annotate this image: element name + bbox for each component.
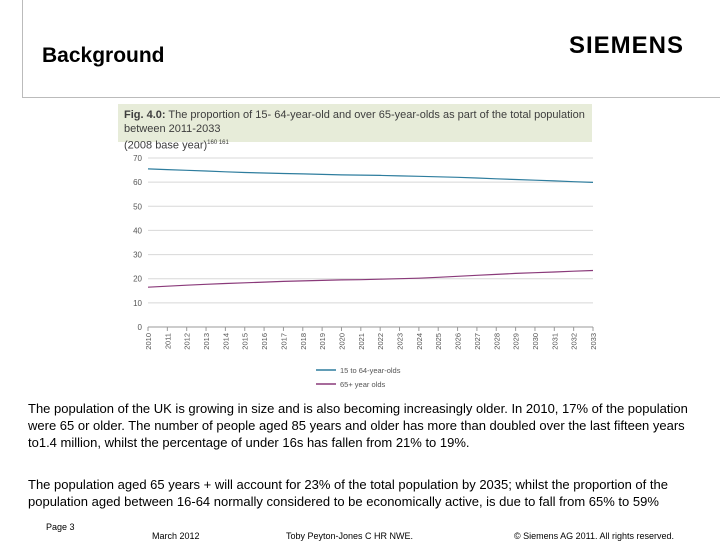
x-tick-label: 2011 bbox=[163, 333, 172, 349]
y-tick-label: 20 bbox=[133, 275, 142, 284]
x-tick-label: 2014 bbox=[221, 333, 230, 350]
x-tick-label: 2023 bbox=[396, 333, 405, 350]
y-tick-label: 10 bbox=[133, 299, 142, 308]
y-tick-label: 60 bbox=[133, 178, 142, 187]
paragraph-1: The population of the UK is growing in s… bbox=[28, 401, 688, 450]
x-tick-label: 2026 bbox=[454, 333, 463, 350]
slide-title: Background bbox=[42, 44, 165, 67]
x-tick-label: 2029 bbox=[512, 333, 521, 350]
x-tick-label: 2032 bbox=[570, 333, 579, 350]
chart-subtitle-ref: 160 161 bbox=[207, 140, 229, 146]
x-tick-label: 2025 bbox=[434, 333, 443, 350]
series-line-15-64 bbox=[147, 168, 594, 183]
figure-number: Fig. 4.0: bbox=[124, 109, 166, 121]
x-tick-label: 2012 bbox=[183, 333, 192, 350]
x-tick-label: 2028 bbox=[492, 333, 501, 350]
chart-header: Fig. 4.0: The proportion of 15- 64-year-… bbox=[118, 104, 592, 152]
x-tick-label: 2030 bbox=[531, 333, 540, 350]
x-tick-label: 2027 bbox=[473, 333, 482, 350]
page-label: Page 3 bbox=[46, 522, 75, 532]
y-tick-label: 30 bbox=[133, 251, 142, 260]
chart-title: The proportion of 15- 64-year-old and ov… bbox=[124, 109, 585, 135]
footer-copyright: © Siemens AG 2011. All rights reserved. bbox=[514, 531, 675, 541]
siemens-logo: SIEMENS bbox=[569, 32, 685, 59]
x-tick-label: 2013 bbox=[202, 333, 211, 350]
x-tick-label: 2024 bbox=[415, 333, 424, 350]
footer-author: Toby Peyton-Jones C HR NWE. bbox=[286, 531, 414, 541]
y-tick-label: 0 bbox=[138, 323, 143, 332]
legend-label: 65+ year olds bbox=[340, 380, 385, 389]
y-tick-label: 70 bbox=[133, 154, 142, 163]
chart-figure: Fig. 4.0: The proportion of 15- 64-year-… bbox=[118, 104, 596, 394]
footer-date: March 2012 bbox=[152, 531, 200, 541]
legend-label: 15 to 64-year-olds bbox=[340, 366, 401, 375]
y-tick-label: 40 bbox=[133, 226, 142, 235]
series-line-65-plus bbox=[147, 269, 594, 288]
y-tick-label: 50 bbox=[133, 202, 142, 211]
x-tick-label: 2031 bbox=[550, 333, 559, 350]
x-tick-label: 2010 bbox=[144, 333, 153, 350]
x-tick-label: 2015 bbox=[241, 333, 250, 350]
paragraph-2: The population aged 65 years + will acco… bbox=[28, 477, 668, 509]
x-tick-label: 2016 bbox=[260, 333, 269, 350]
x-tick-label: 2019 bbox=[318, 333, 327, 350]
x-tick-label: 2017 bbox=[279, 333, 288, 350]
x-tick-label: 2018 bbox=[299, 333, 308, 350]
chart-subtitle: (2008 base year) bbox=[124, 139, 208, 152]
x-tick-label: 2033 bbox=[589, 333, 596, 350]
x-tick-label: 2022 bbox=[376, 333, 385, 350]
x-tick-label: 2021 bbox=[357, 333, 366, 350]
x-tick-label: 2020 bbox=[337, 333, 346, 350]
title-frame bbox=[22, 0, 720, 98]
